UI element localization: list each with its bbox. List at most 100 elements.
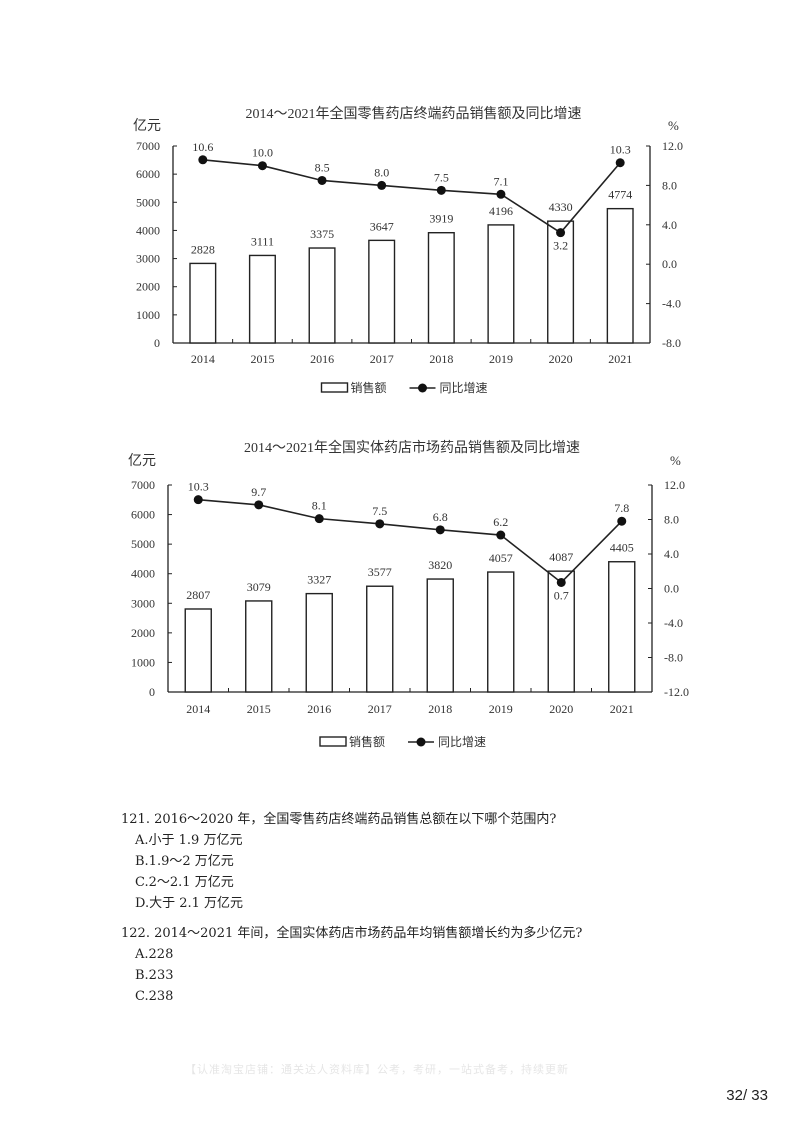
left-tick-label: 3000 bbox=[131, 596, 155, 610]
bar-value-label: 3079 bbox=[247, 580, 271, 594]
x-tick-label: 2017 bbox=[370, 352, 394, 366]
growth-value-label: 8.1 bbox=[312, 499, 327, 513]
chart-legend: 销售额 同比增速 bbox=[320, 380, 488, 395]
left-tick-label: 4000 bbox=[136, 223, 160, 237]
bar-value-label: 4774 bbox=[608, 188, 632, 202]
bar-value-label: 3327 bbox=[307, 573, 331, 587]
left-tick-label: 0 bbox=[154, 336, 160, 350]
growth-point bbox=[496, 189, 506, 199]
x-tick-label: 2015 bbox=[250, 352, 274, 366]
x-tick-label: 2021 bbox=[608, 352, 632, 366]
right-tick-label: 12.0 bbox=[664, 478, 685, 492]
bar-value-label: 3577 bbox=[368, 565, 392, 579]
x-tick-label: 2020 bbox=[549, 352, 573, 366]
growth-point bbox=[617, 516, 627, 526]
right-tick-label: -8.0 bbox=[664, 651, 683, 665]
bar-2015 bbox=[248, 254, 276, 344]
right-tick-label: -4.0 bbox=[662, 297, 681, 311]
growth-point bbox=[314, 514, 324, 524]
x-tick-label: 2019 bbox=[489, 702, 513, 716]
option-d: D.大于 2.1 万亿元 bbox=[135, 896, 244, 911]
right-tick-label: 4.0 bbox=[664, 547, 679, 561]
growth-point bbox=[193, 495, 203, 505]
option-c: C.2～2.1 万亿元 bbox=[135, 875, 234, 890]
left-tick-label: 5000 bbox=[131, 537, 155, 551]
x-tick-label: 2016 bbox=[310, 352, 334, 366]
x-tick-label: 2019 bbox=[489, 352, 513, 366]
question-stem: 121. 2016～2020 年，全国零售药店终端药品销售总额在以下哪个范围内? bbox=[121, 812, 557, 827]
growth-value-label: 9.7 bbox=[251, 485, 266, 499]
growth-value-label: 6.8 bbox=[433, 510, 448, 524]
growth-point bbox=[377, 180, 387, 190]
left-axis-unit: 亿元 bbox=[133, 118, 161, 134]
growth-point bbox=[435, 525, 445, 535]
right-axis-unit: % bbox=[670, 453, 681, 468]
option-b: B.233 bbox=[135, 968, 174, 983]
bar-2021 bbox=[608, 561, 636, 693]
bar-2018 bbox=[427, 232, 455, 344]
growth-value-label: 6.2 bbox=[493, 515, 508, 529]
bar-value-label: 4196 bbox=[489, 204, 513, 218]
right-tick-label: 4.0 bbox=[662, 218, 677, 232]
question-122: 122. 2014～2021 年间，全国实体药店市场药品年均销售额增长约为多少亿… bbox=[121, 924, 741, 1007]
chart-title: 2014～2021年全国实体药店市场药品销售额及同比增速 bbox=[244, 439, 580, 456]
growth-line bbox=[198, 498, 623, 584]
bar-value-label: 3111 bbox=[251, 234, 274, 248]
growth-value-label: 7.8 bbox=[614, 501, 629, 515]
left-tick-label: 1000 bbox=[131, 655, 155, 669]
bar-value-label: 4087 bbox=[549, 550, 573, 564]
watermark-note: 【认准淘宝店铺：通关达人资料库】公考，考研，一站式备考，持续更新 bbox=[185, 1063, 569, 1076]
option-b: B.1.9～2 万亿元 bbox=[135, 854, 234, 869]
growth-point bbox=[375, 519, 385, 529]
right-tick-label: -12.0 bbox=[664, 685, 689, 699]
growth-line bbox=[202, 158, 621, 234]
option-a: A.小于 1.9 万亿元 bbox=[135, 833, 243, 848]
growth-point bbox=[257, 161, 267, 171]
left-tick-label: 3000 bbox=[136, 252, 160, 266]
growth-point bbox=[436, 185, 446, 195]
growth-point bbox=[496, 530, 506, 540]
growth-point bbox=[198, 155, 208, 165]
growth-value-label: 0.7 bbox=[554, 588, 569, 602]
legend-bar-swatch bbox=[319, 736, 347, 747]
left-tick-label: 5000 bbox=[136, 195, 160, 209]
option-a: A.228 bbox=[135, 947, 174, 962]
bar-2019 bbox=[487, 571, 515, 693]
right-tick-label: -4.0 bbox=[664, 616, 683, 630]
bar-value-label: 3375 bbox=[310, 227, 334, 241]
growth-value-label: 10.0 bbox=[252, 146, 273, 160]
bar-2016 bbox=[305, 592, 333, 693]
x-tick-label: 2016 bbox=[307, 702, 331, 716]
left-tick-label: 1000 bbox=[136, 308, 160, 322]
left-tick-label: 7000 bbox=[136, 139, 160, 153]
bar-value-label: 4057 bbox=[489, 551, 513, 565]
option-c: C.238 bbox=[135, 989, 174, 1004]
legend-line-label: 同比增速 bbox=[440, 381, 488, 395]
chart-title: 2014～2021年全国零售药店终端药品销售额及同比增速 bbox=[246, 105, 582, 122]
left-tick-label: 0 bbox=[149, 685, 155, 699]
bar-value-label: 4405 bbox=[610, 541, 634, 555]
left-tick-label: 6000 bbox=[136, 167, 160, 181]
growth-value-label: 8.5 bbox=[315, 160, 330, 174]
bar-2016 bbox=[308, 247, 336, 344]
growth-value-label: 7.5 bbox=[434, 170, 449, 184]
legend-bar-swatch bbox=[320, 382, 349, 393]
x-tick-label: 2018 bbox=[428, 702, 452, 716]
bar-2014 bbox=[184, 608, 212, 693]
bar-value-label: 3820 bbox=[428, 558, 452, 572]
bar-value-label: 4330 bbox=[549, 200, 573, 214]
question-list: 121. 2016～2020 年，全国零售药店终端药品销售总额在以下哪个范围内?… bbox=[121, 810, 741, 1017]
growth-value-label: 3.2 bbox=[553, 239, 568, 253]
bar-value-label: 3919 bbox=[429, 212, 453, 226]
left-tick-label: 6000 bbox=[131, 508, 155, 522]
growth-point bbox=[556, 228, 566, 238]
right-tick-label: 0.0 bbox=[664, 582, 679, 596]
bar-value-label: 2807 bbox=[186, 588, 210, 602]
bar-2021 bbox=[606, 207, 634, 344]
bar-2019 bbox=[487, 224, 515, 344]
x-tick-label: 2017 bbox=[368, 702, 392, 716]
